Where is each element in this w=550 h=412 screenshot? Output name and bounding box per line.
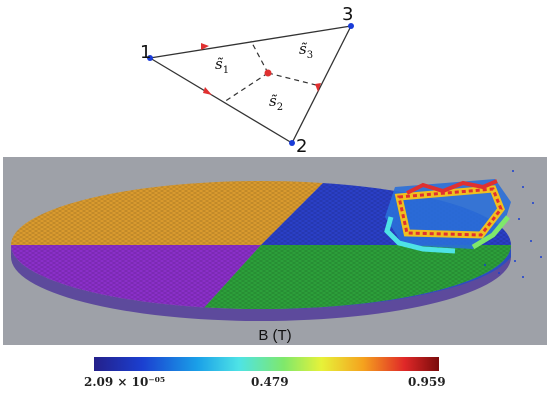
- median-to-edge-2-3: [267, 72, 321, 87]
- median-to-edge-1-3: [250, 40, 269, 74]
- centroid-point: [264, 69, 272, 77]
- disc-rim: [11, 245, 511, 321]
- arrow-edge-1-3-icon: [201, 43, 209, 50]
- node-3-label: 3: [342, 4, 353, 25]
- node-3-point: [348, 23, 354, 29]
- node-1-label: 1: [140, 42, 151, 63]
- region-s3-label: s̃3: [299, 40, 313, 61]
- median-to-edge-1-2: [223, 72, 269, 103]
- arrow-edge-1-2-icon: [203, 87, 212, 95]
- triangle-element-diagram: 1 2 3 s̃1 s̃2 s̃3: [140, 4, 354, 157]
- triangle-edges: [149, 25, 352, 144]
- region-s2-label: s̃2: [269, 92, 283, 113]
- colorbar-mid-label: 0.479: [251, 375, 289, 389]
- node-2-label: 2: [296, 136, 307, 157]
- region-s1-label: s̃1: [215, 55, 229, 76]
- colorbar-min-label: 2.09 × 10⁻⁰⁵: [84, 375, 166, 389]
- region-s2-sub: 2: [277, 102, 283, 113]
- node-1-point: [147, 55, 153, 61]
- field-quantity-label: B (T): [245, 327, 305, 344]
- region-s2-base: s̃: [269, 92, 277, 110]
- node-2-point: [289, 140, 295, 146]
- arrow-edge-2-3-icon: [315, 83, 321, 92]
- colorbar: [94, 357, 439, 371]
- field-vector-specks: [484, 170, 542, 278]
- colorbar-max-label: 0.959: [408, 375, 446, 389]
- simulation-panel: [3, 157, 547, 345]
- edge-direction-arrows: [201, 43, 321, 95]
- region-s3-base: s̃: [299, 40, 307, 58]
- region-s3-sub: 3: [307, 50, 313, 61]
- region-s1-sub: 1: [223, 65, 229, 76]
- median-lines: [223, 40, 321, 103]
- edge-1-2: [149, 57, 293, 144]
- region-s1-base: s̃: [215, 55, 223, 73]
- coil-field-region: [384, 179, 511, 254]
- edge-1-3: [149, 25, 352, 59]
- edge-2-3: [291, 25, 352, 144]
- simulation-render: [11, 170, 542, 321]
